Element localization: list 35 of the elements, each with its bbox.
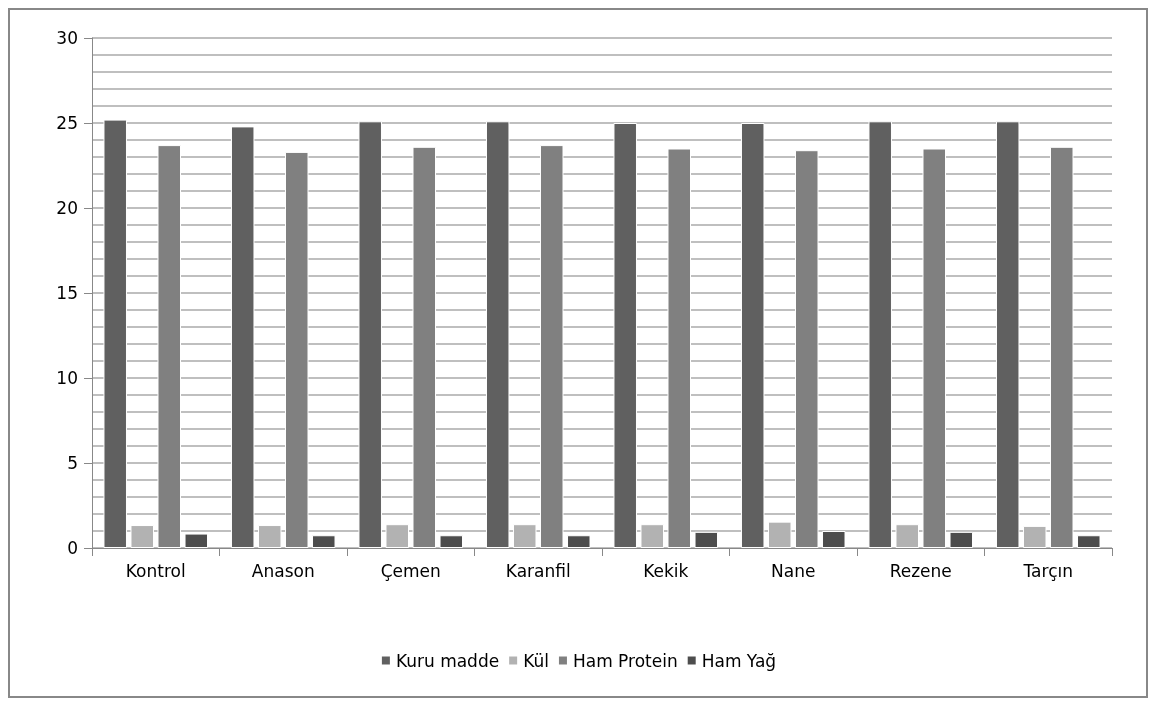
bar bbox=[485, 121, 510, 548]
bar bbox=[567, 535, 591, 548]
bar bbox=[103, 119, 127, 548]
y-tick-label: 0 bbox=[67, 538, 78, 558]
x-tick-label: Nane bbox=[771, 560, 816, 581]
bar bbox=[949, 531, 974, 548]
bar bbox=[1077, 535, 1101, 548]
y-tick-label: 15 bbox=[56, 283, 78, 303]
x-tick-label: Karanfil bbox=[505, 560, 571, 581]
x-tick-label: Rezene bbox=[889, 560, 952, 581]
y-tick-label: 5 bbox=[67, 453, 78, 473]
x-tick-label: Anason bbox=[251, 560, 315, 581]
y-tick-label: 10 bbox=[56, 368, 78, 388]
bar bbox=[740, 123, 765, 548]
bar bbox=[613, 123, 637, 548]
y-tick-label: 30 bbox=[56, 28, 78, 48]
bar bbox=[312, 535, 336, 548]
bar bbox=[822, 531, 846, 548]
legend-label: Kuru madde bbox=[395, 650, 500, 671]
bar bbox=[694, 531, 719, 548]
bar bbox=[995, 121, 1020, 548]
bar bbox=[868, 121, 892, 548]
x-tick-label: Kontrol bbox=[125, 560, 186, 581]
bar bbox=[184, 533, 209, 548]
x-tick-label: Tarçın bbox=[1022, 560, 1073, 581]
bar bbox=[358, 121, 382, 548]
legend-label: Ham Protein bbox=[572, 650, 678, 671]
legend-label: Kül bbox=[523, 650, 549, 671]
y-tick-label: 20 bbox=[56, 198, 78, 218]
x-tick-label: Kekik bbox=[643, 560, 689, 581]
legend-label: Ham Yağ bbox=[701, 650, 777, 671]
y-tick-label: 25 bbox=[56, 113, 78, 133]
bar bbox=[439, 535, 464, 548]
x-tick-label: Çemen bbox=[380, 560, 441, 581]
bar bbox=[230, 126, 255, 548]
